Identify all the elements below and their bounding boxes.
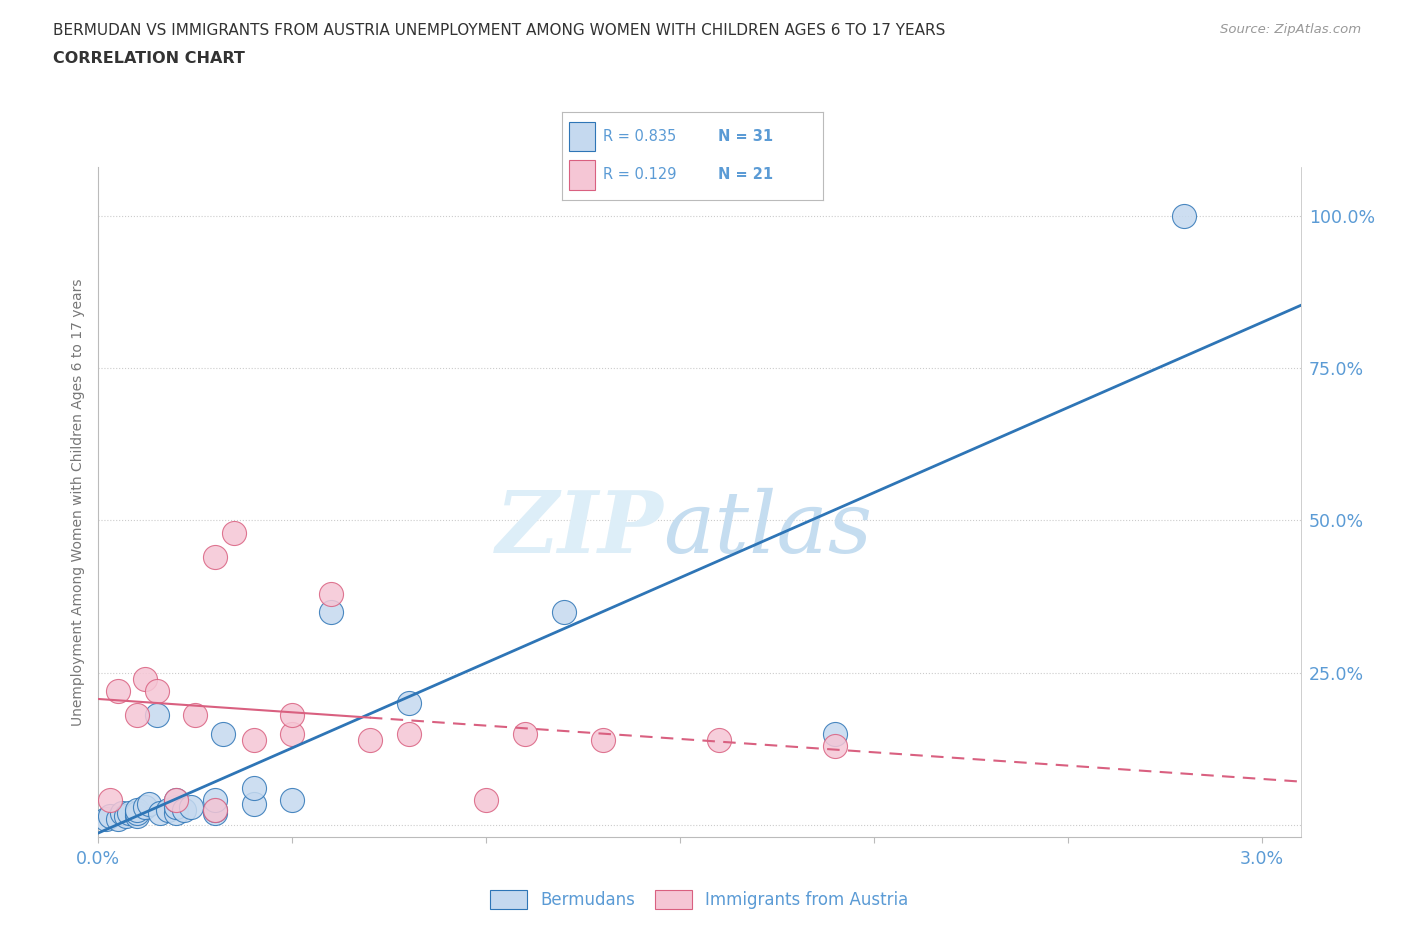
Text: BERMUDAN VS IMMIGRANTS FROM AUSTRIA UNEMPLOYMENT AMONG WOMEN WITH CHILDREN AGES : BERMUDAN VS IMMIGRANTS FROM AUSTRIA UNEM… xyxy=(53,23,946,38)
Point xyxy=(211,726,233,741)
Point xyxy=(107,684,129,698)
Point xyxy=(96,811,118,826)
Point xyxy=(359,732,381,747)
Point xyxy=(398,696,420,711)
Point xyxy=(165,805,187,820)
Point xyxy=(127,805,149,820)
Text: N = 21: N = 21 xyxy=(718,167,773,182)
Point xyxy=(111,805,134,820)
Point xyxy=(184,708,207,723)
Point xyxy=(165,799,187,814)
Text: atlas: atlas xyxy=(664,487,873,570)
Point xyxy=(118,805,141,820)
Point xyxy=(204,805,226,820)
Point xyxy=(134,671,156,686)
Point xyxy=(319,586,342,601)
Point xyxy=(107,811,129,826)
Point xyxy=(180,799,202,814)
Text: Source: ZipAtlas.com: Source: ZipAtlas.com xyxy=(1220,23,1361,36)
Point xyxy=(553,604,575,619)
Point xyxy=(242,732,264,747)
Point xyxy=(281,726,304,741)
Point xyxy=(824,738,846,753)
Point xyxy=(475,793,498,808)
Point xyxy=(138,796,160,811)
Point xyxy=(145,708,167,723)
Y-axis label: Unemployment Among Women with Children Ages 6 to 17 years: Unemployment Among Women with Children A… xyxy=(70,278,84,726)
Point xyxy=(127,808,149,823)
Point xyxy=(204,793,226,808)
Text: ZIP: ZIP xyxy=(495,487,664,571)
Point xyxy=(281,793,304,808)
Point xyxy=(145,684,167,698)
Point xyxy=(592,732,614,747)
Point xyxy=(98,793,121,808)
Point xyxy=(173,803,195,817)
Point xyxy=(824,726,846,741)
Text: N = 31: N = 31 xyxy=(718,129,773,144)
Point xyxy=(149,805,172,820)
Point xyxy=(134,799,156,814)
Point xyxy=(1173,208,1195,223)
Point xyxy=(127,803,149,817)
Point xyxy=(513,726,536,741)
Text: R = 0.835: R = 0.835 xyxy=(603,129,676,144)
Point xyxy=(204,803,226,817)
Point xyxy=(127,708,149,723)
Point xyxy=(98,808,121,823)
Point xyxy=(165,793,187,808)
Bar xyxy=(569,122,595,152)
Bar xyxy=(569,160,595,190)
Point xyxy=(242,781,264,796)
Text: CORRELATION CHART: CORRELATION CHART xyxy=(53,51,245,66)
Point xyxy=(204,550,226,565)
Point xyxy=(242,796,264,811)
Point xyxy=(114,808,136,823)
Point xyxy=(157,803,180,817)
Point xyxy=(707,732,730,747)
Point xyxy=(224,525,246,540)
Legend: Bermudans, Immigrants from Austria: Bermudans, Immigrants from Austria xyxy=(484,884,915,916)
Point xyxy=(319,604,342,619)
Point xyxy=(281,708,304,723)
Text: R = 0.129: R = 0.129 xyxy=(603,167,676,182)
Point xyxy=(204,803,226,817)
Point xyxy=(398,726,420,741)
Point xyxy=(165,793,187,808)
